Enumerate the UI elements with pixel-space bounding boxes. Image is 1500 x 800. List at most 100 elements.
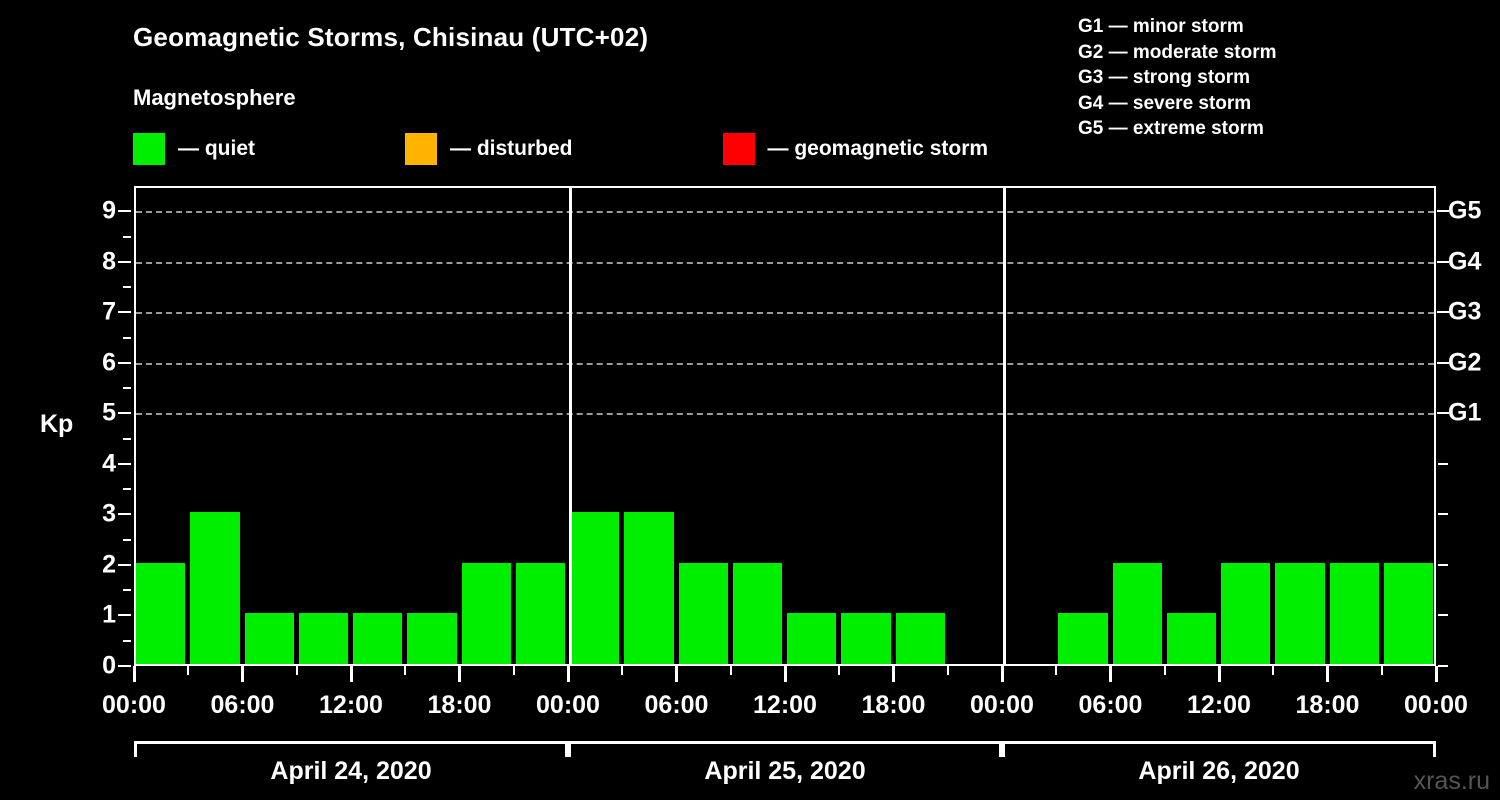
gtick-minor: [1438, 513, 1448, 516]
disturbed-swatch: [405, 133, 437, 165]
day-separator-2: [1002, 188, 1006, 664]
xtick-minor: [946, 666, 949, 675]
bar: [244, 613, 294, 664]
bar: [136, 562, 186, 664]
ytick-minor: [123, 437, 131, 440]
xtick-label: 18:00: [427, 691, 492, 719]
page-title: Geomagnetic Storms, Chisinau (UTC+02): [133, 22, 649, 52]
ytick-minor: [123, 336, 131, 339]
ytick-minor: [123, 387, 131, 390]
ytick-mark-9: [118, 210, 131, 213]
xtick-minor: [512, 666, 515, 675]
color-legend: — quiet — disturbed — geomagnetic storm: [133, 133, 988, 165]
xtick-label: 00:00: [1404, 691, 1468, 719]
ytick-label-5: 5: [102, 398, 116, 427]
bar: [1058, 613, 1108, 664]
ytick-label-2: 2: [102, 550, 116, 579]
quiet-swatch: [133, 133, 165, 165]
ytick-minor: [123, 589, 131, 592]
series-label: Magnetosphere: [133, 85, 296, 110]
gtick-minor: [1438, 563, 1448, 566]
gridline-kp-7: [136, 312, 1434, 315]
bar: [353, 613, 403, 664]
xtick-minor: [187, 666, 190, 675]
ytick-mark-5: [118, 412, 131, 415]
y-axis-label: Kp: [40, 410, 74, 438]
xtick-major: [892, 666, 895, 682]
ytick-label-4: 4: [102, 449, 116, 478]
ytick-mark-8: [118, 260, 131, 263]
gridline-kp-5: [136, 413, 1434, 416]
ytick-minor: [123, 639, 131, 642]
xtick-major: [566, 666, 570, 682]
ytick-label-9: 9: [102, 196, 116, 225]
xtick-major: [1109, 666, 1112, 682]
bar: [841, 613, 891, 664]
ytick-label-3: 3: [102, 499, 116, 528]
ytick-label-1: 1: [102, 600, 116, 629]
ytick-mark-7: [118, 311, 131, 314]
xtick-major: [349, 666, 353, 682]
bar: [190, 512, 240, 664]
watermark: xras.ru: [1413, 767, 1490, 795]
gscale-item-2: G2 — moderate storm: [1078, 41, 1277, 63]
xtick-major: [458, 666, 461, 682]
ytick-minor: [123, 235, 131, 238]
day-label-3: April 26, 2020: [1138, 757, 1300, 785]
bar: [1221, 562, 1271, 664]
ytick-label-8: 8: [102, 247, 116, 276]
xtick-minor: [404, 666, 407, 675]
ytick-label-7: 7: [102, 297, 116, 326]
plot-area: [134, 186, 1436, 666]
ytick-minor: [123, 488, 131, 491]
xtick-major: [1217, 666, 1221, 682]
xtick-label: 00:00: [536, 691, 600, 719]
gtick-label-G2: G2: [1448, 348, 1482, 377]
bar: [515, 562, 565, 664]
gtick-label-G5: G5: [1448, 196, 1482, 225]
day-bracket-1: [134, 741, 568, 757]
day-bracket-2: [568, 741, 1002, 757]
ytick-minor: [123, 286, 131, 289]
storm-swatch: [722, 133, 755, 165]
gridline-kp-8: [136, 261, 1434, 264]
gtick-minor: [1438, 462, 1448, 465]
day-bracket-3: [1002, 741, 1436, 757]
bar: [732, 562, 782, 664]
xtick-label: 06:00: [210, 691, 275, 719]
legend-entry-0: — quiet: [133, 133, 255, 165]
xtick-label: 06:00: [644, 691, 709, 719]
xtick-label: 12:00: [319, 691, 383, 719]
ytick-mark-3: [118, 513, 131, 516]
gscale-item-4: G4 — severe storm: [1078, 92, 1252, 114]
gscale-item-5: G5 — extreme storm: [1078, 118, 1264, 139]
gtick-mark-G1: [1437, 412, 1449, 415]
gtick-minor: [1438, 614, 1448, 617]
gtick-mark-G2: [1437, 361, 1449, 364]
ytick-label-6: 6: [102, 348, 116, 377]
legend-entry-2: — geomagnetic storm: [722, 133, 989, 165]
legend-label-2: — geomagnetic storm: [767, 137, 989, 160]
gtick-mark-G5: [1437, 210, 1449, 213]
gridline-kp-9: [136, 211, 1434, 214]
day-separator-1: [568, 188, 572, 664]
gscale-item-1: G1 — minor storm: [1078, 16, 1244, 37]
xtick-major: [675, 666, 678, 682]
bar: [1166, 613, 1216, 664]
gtick-mark-G3: [1437, 311, 1449, 314]
xtick-minor: [1380, 666, 1383, 675]
gridline-kp-6: [136, 362, 1434, 365]
xtick-label: 12:00: [1187, 691, 1251, 719]
xtick-minor: [621, 666, 624, 675]
bar: [461, 562, 511, 664]
xtick-minor: [729, 666, 732, 675]
bar: [678, 562, 728, 664]
xtick-label: 12:00: [753, 691, 817, 719]
bar: [1383, 562, 1433, 664]
xtick-label: 18:00: [861, 691, 926, 719]
ytick-mark-4: [118, 462, 131, 465]
gtick-label-G3: G3: [1448, 297, 1482, 326]
bar: [895, 613, 945, 664]
xtick-label: 00:00: [970, 691, 1034, 719]
xtick-minor: [838, 666, 841, 675]
